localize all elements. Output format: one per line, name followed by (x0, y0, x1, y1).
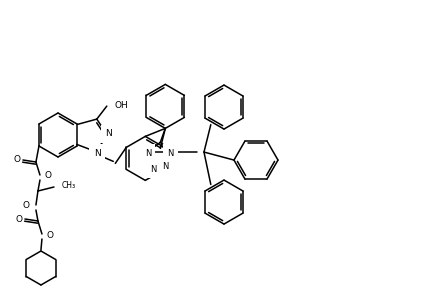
Text: O: O (16, 215, 23, 223)
Text: O: O (23, 201, 30, 211)
Text: N: N (150, 165, 156, 174)
Text: N: N (145, 148, 151, 158)
Text: CH₃: CH₃ (62, 181, 76, 191)
Text: N: N (94, 149, 101, 158)
Text: N: N (168, 148, 174, 158)
Text: OH: OH (115, 101, 129, 110)
Text: O: O (45, 171, 52, 181)
Text: N: N (162, 162, 169, 171)
Text: O: O (13, 156, 20, 165)
Text: N: N (105, 129, 112, 138)
Text: O: O (47, 230, 54, 240)
